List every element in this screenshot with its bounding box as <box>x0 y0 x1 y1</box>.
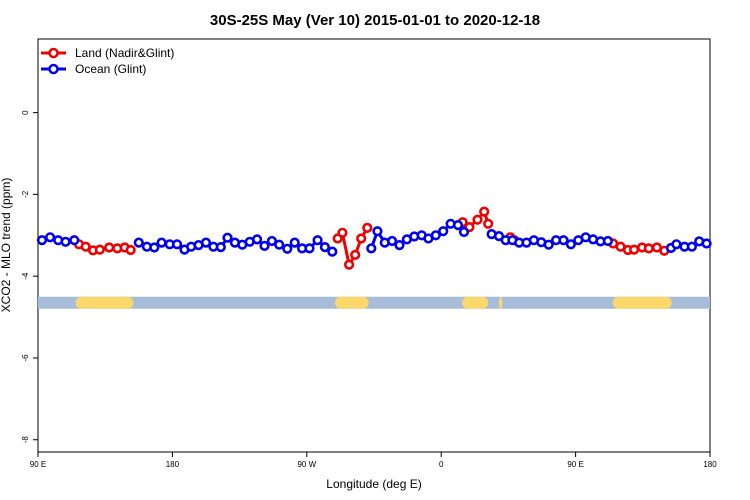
data-point-land <box>356 233 367 244</box>
land-band-1 <box>335 296 369 309</box>
data-point-ocean <box>701 238 712 249</box>
legend-marker-land <box>48 47 59 59</box>
data-point-ocean <box>172 239 183 250</box>
land-band-2 <box>462 296 489 309</box>
data-point-ocean <box>387 235 398 247</box>
data-point-ocean <box>252 234 263 245</box>
land-band-3 <box>498 296 503 309</box>
legend-label-land: Land (Nadir&Glint) <box>75 46 174 60</box>
data-point-ocean <box>394 240 405 251</box>
data-point-land <box>104 242 115 253</box>
y-tick-label: -6 <box>21 354 30 362</box>
data-point-ocean <box>133 237 144 248</box>
data-point-ocean <box>156 237 167 248</box>
data-point-ocean <box>327 246 338 257</box>
data-point-ocean <box>289 237 300 248</box>
y-tick-label: -4 <box>21 272 30 280</box>
data-point-ocean <box>222 232 233 243</box>
data-point-land <box>479 206 490 217</box>
y-tick-label: -8 <box>21 436 30 444</box>
y-axis: 0 -2 -4 -6 -8 <box>21 110 38 443</box>
data-point-land <box>80 241 91 252</box>
data-point-ocean <box>69 235 80 246</box>
data-point-ocean <box>319 242 331 253</box>
data-point-ocean <box>60 236 71 247</box>
series-layer <box>36 206 712 270</box>
data-point-ocean <box>430 230 441 241</box>
data-point-ocean <box>36 235 48 246</box>
data-point-ocean <box>372 226 383 237</box>
land-band-0 <box>75 296 134 309</box>
chart-title: 30S-25S May (Ver 10) 2015-01-01 to 2020-… <box>210 12 540 29</box>
data-point-land <box>643 243 654 254</box>
data-point-ocean <box>602 235 614 247</box>
legend-entry-land: Land (Nadir&Glint) <box>41 46 174 60</box>
land-ocean-strip <box>38 296 710 309</box>
data-point-ocean <box>558 235 569 246</box>
data-point-ocean <box>543 239 554 250</box>
data-point-land <box>628 244 640 255</box>
x-axis-label: Longitude (deg E) <box>326 477 421 491</box>
data-point-ocean <box>565 239 577 250</box>
data-point-land <box>344 259 355 270</box>
y-tick-label: 0 <box>21 110 30 115</box>
data-point-ocean <box>312 235 323 246</box>
data-point-ocean <box>366 243 377 254</box>
y-tick-label: -2 <box>21 190 30 198</box>
data-point-ocean <box>259 240 270 251</box>
data-point-ocean <box>452 220 464 231</box>
data-point-ocean <box>438 226 449 237</box>
x-tick-label: 90 E <box>567 460 583 469</box>
data-point-land <box>125 244 136 256</box>
x-tick-label: 0 <box>439 460 444 469</box>
data-point-ocean <box>274 239 285 250</box>
data-point-ocean <box>282 243 293 254</box>
legend-marker-ocean <box>48 63 59 75</box>
data-point-ocean <box>44 232 56 243</box>
data-point-ocean <box>215 242 226 253</box>
data-point-land <box>472 214 483 225</box>
data-point-land <box>337 227 348 238</box>
series-ocean <box>36 218 712 257</box>
x-tick-label: 180 <box>703 460 717 469</box>
data-point-ocean <box>200 237 212 248</box>
data-point-land <box>350 249 361 260</box>
x-tick-label: 90 W <box>297 460 316 469</box>
data-point-ocean <box>458 226 470 238</box>
legend-entry-ocean: Ocean (Glint) <box>41 62 146 76</box>
data-point-land <box>94 244 105 255</box>
land-band-4 <box>612 296 672 309</box>
data-point-ocean <box>304 243 315 254</box>
x-tick-label: 90 E <box>30 460 46 469</box>
data-point-ocean <box>149 242 160 253</box>
x-tick-label: 180 <box>166 460 180 469</box>
x-axis: 90 E 180 90 W 0 90 E 180 <box>30 452 717 469</box>
legend-label-ocean: Ocean (Glint) <box>75 62 146 76</box>
legend: Land (Nadir&Glint) Ocean (Glint) <box>41 46 174 76</box>
data-point-land <box>362 222 373 233</box>
data-point-ocean <box>671 239 682 250</box>
data-point-land <box>483 218 494 229</box>
y-axis-label: XCO2 - MLO trend (ppm) <box>0 178 13 313</box>
data-point-ocean <box>686 241 698 252</box>
ocean-band <box>38 296 710 309</box>
